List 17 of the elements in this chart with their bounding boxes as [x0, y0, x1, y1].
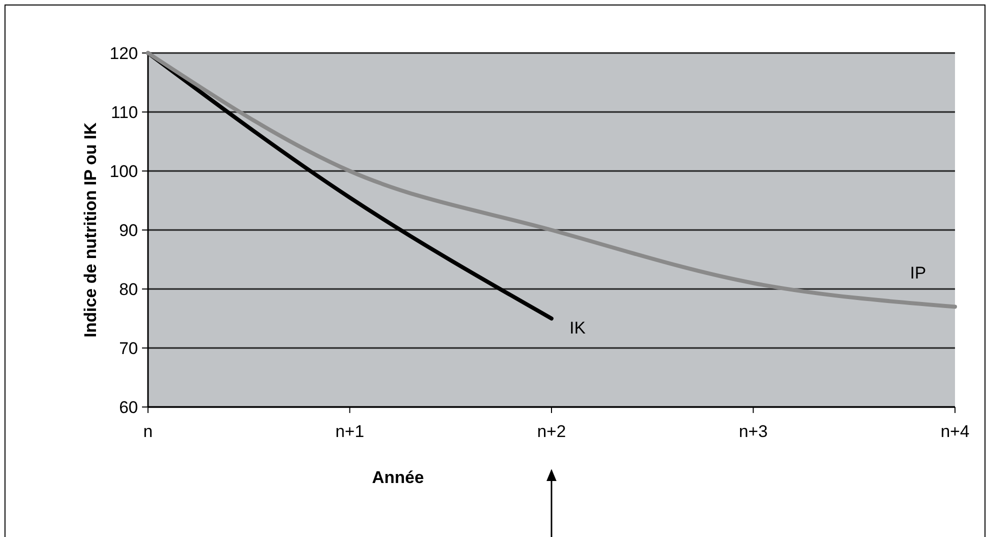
- y-axis-title: Indice de nutrition IP ou IK: [81, 122, 100, 338]
- y-tick-label: 60: [119, 398, 138, 417]
- y-tick-label: 100: [110, 162, 138, 181]
- x-tick-label: n: [143, 422, 153, 441]
- x-tick-label: n+2: [537, 422, 566, 441]
- y-tick-label: 80: [119, 280, 138, 299]
- y-tick-label: 90: [119, 220, 138, 240]
- y-tick-label: 70: [119, 338, 138, 358]
- y-tick-label: 120: [110, 44, 138, 63]
- line-series: [146, 51, 957, 309]
- y-tick-label: 110: [110, 102, 138, 122]
- x-tick-label: n+3: [738, 422, 768, 441]
- x-axis-title: Année: [372, 468, 424, 487]
- x-tick-label: n+4: [940, 422, 970, 441]
- series-label: IK: [570, 318, 586, 338]
- series-label: IP: [910, 264, 926, 283]
- x-tick-label: n+1: [335, 422, 364, 441]
